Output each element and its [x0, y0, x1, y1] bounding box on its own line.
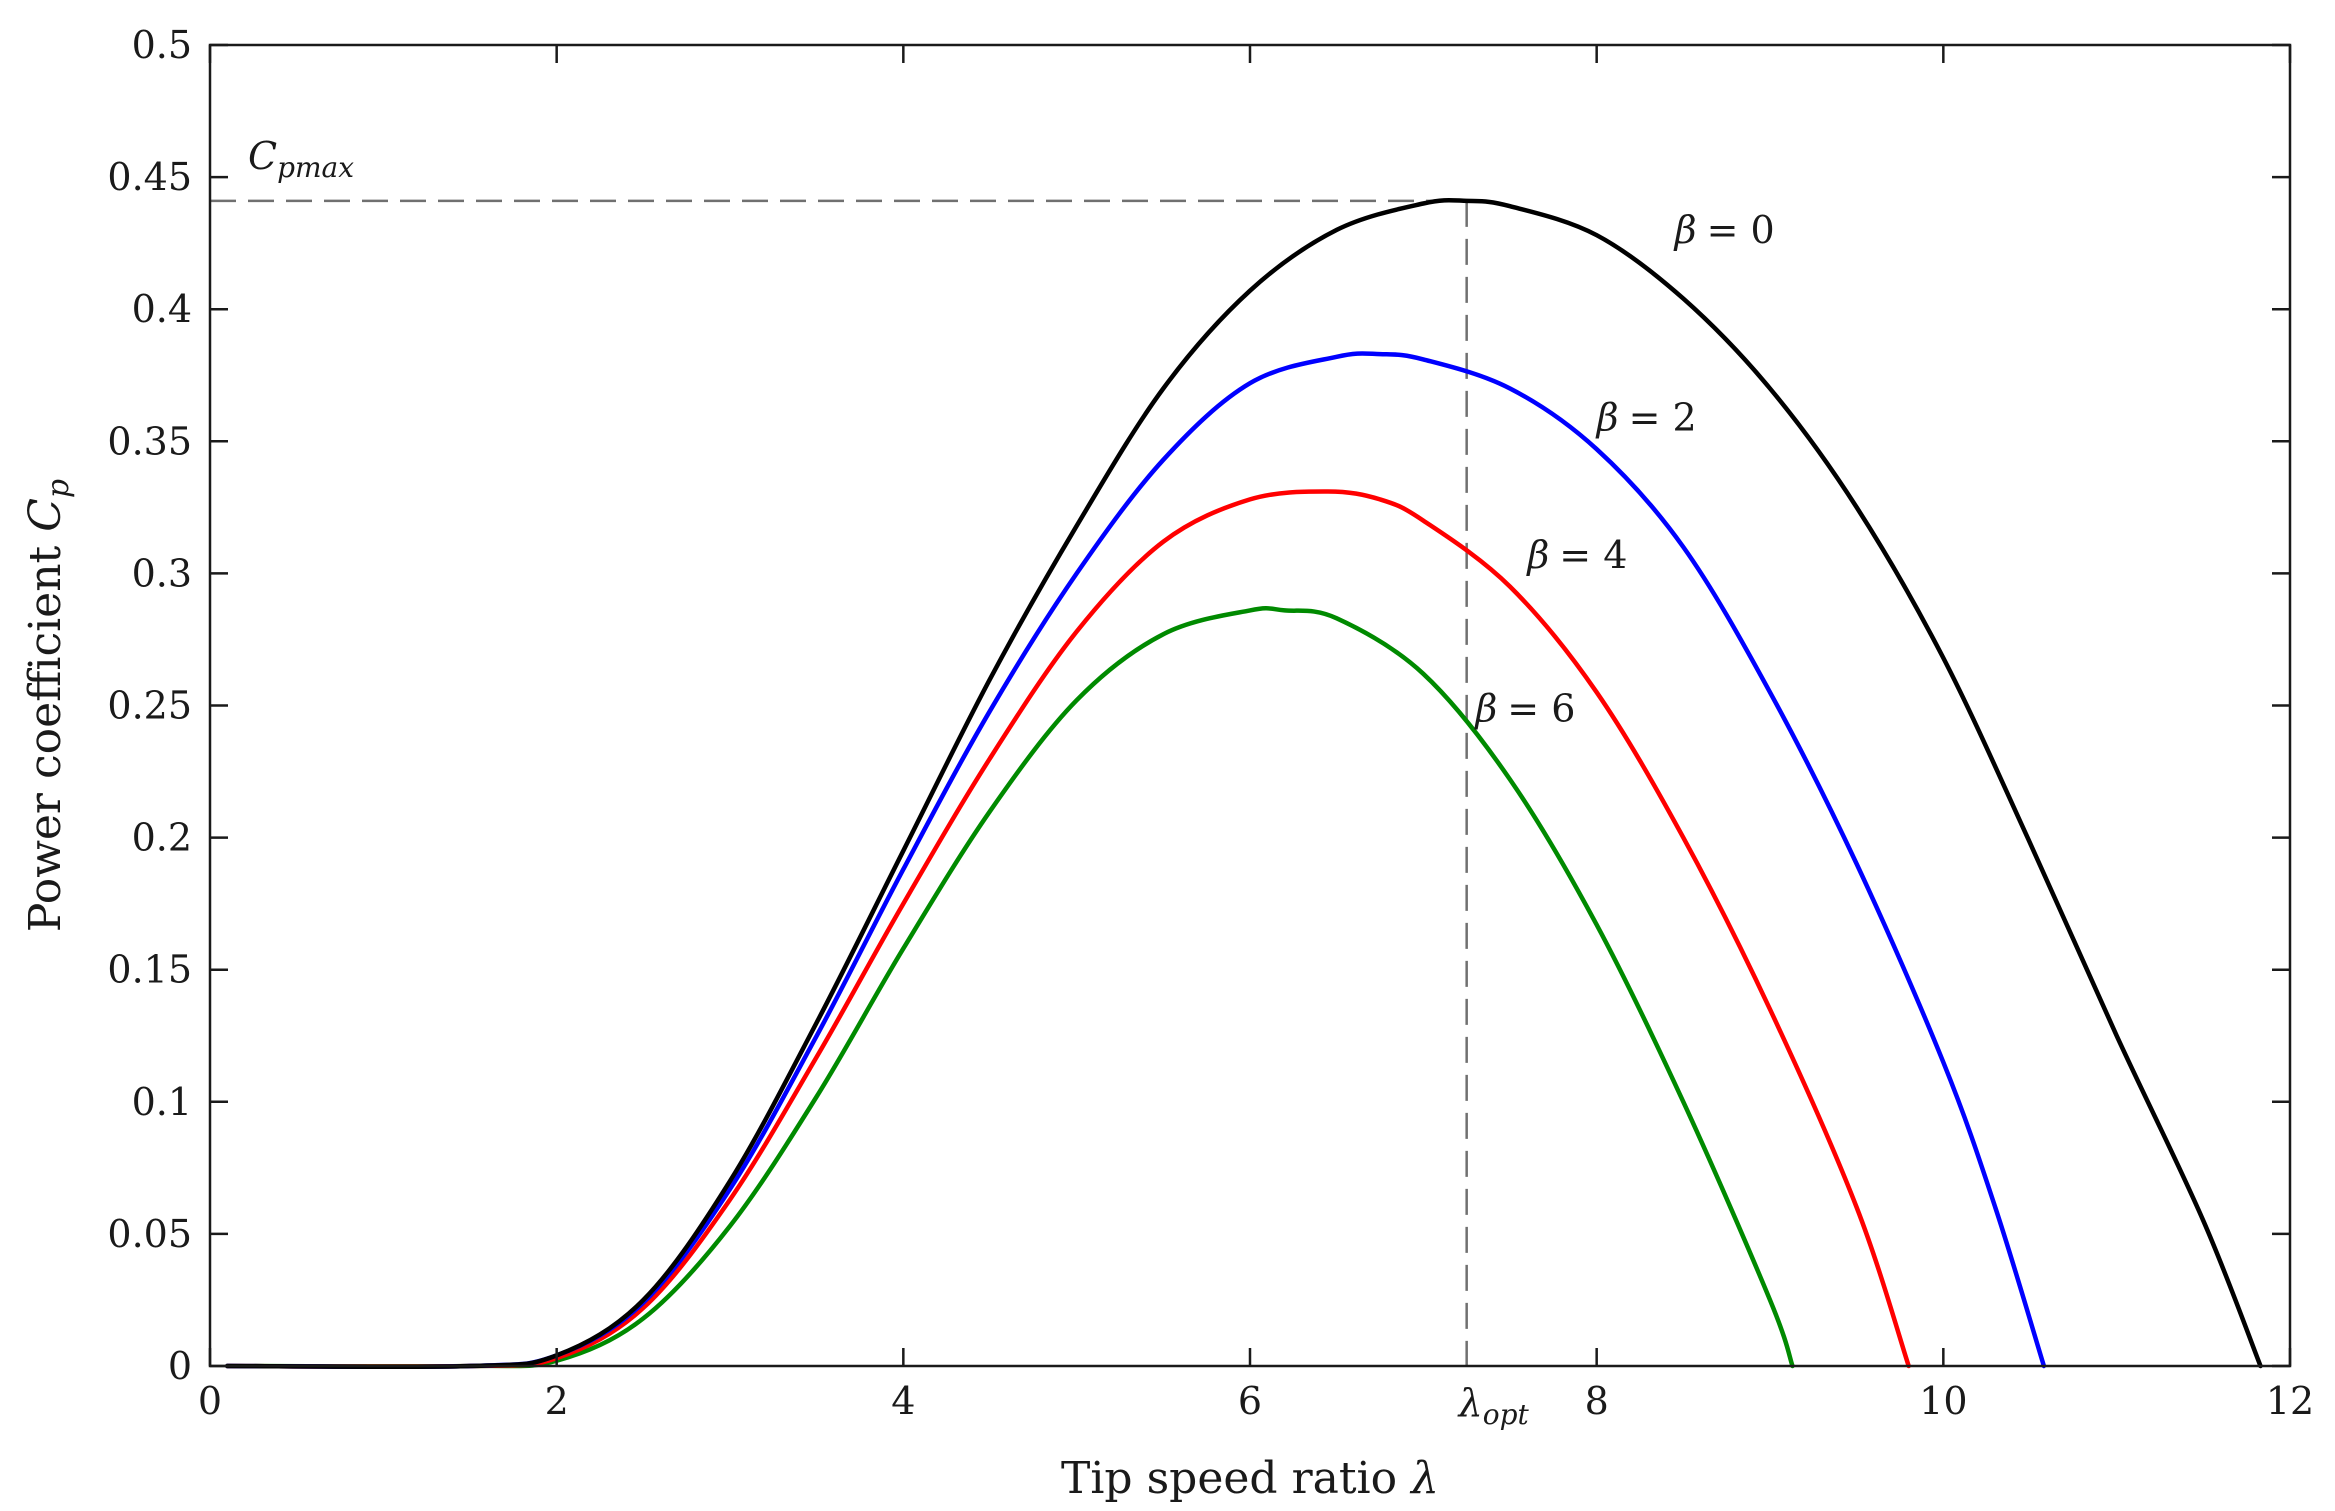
series-label-beta-0-symbol: β: [1673, 208, 1697, 252]
y-tick-label: 0.4: [132, 287, 192, 331]
y-axis-title: Power coefficient Cp: [20, 479, 76, 932]
y-axis-title-subscript: p: [41, 479, 76, 498]
series-label-beta-6: β = 6: [1473, 686, 1575, 730]
x-axis-title-symbol: λ: [1409, 1453, 1439, 1504]
series-label-beta-2: β = 2: [1595, 396, 1697, 440]
y-axis-title-symbol: C: [20, 498, 71, 532]
tick-marks: [208, 43, 2292, 1368]
y-tick-label: 0: [168, 1344, 192, 1388]
x-axis-title-text: Tip speed ratio: [1061, 1453, 1397, 1504]
lambda-opt-subscript: opt: [1483, 1398, 1530, 1431]
plot-area: [210, 45, 2290, 1366]
x-tick-label: 12: [2266, 1379, 2314, 1423]
x-tick-label: 8: [1585, 1379, 1609, 1423]
series-line-beta-4: [225, 489, 1911, 1369]
y-tick-label: 0.25: [107, 684, 192, 728]
x-tick-label: 10: [1919, 1379, 1967, 1423]
x-tick-label: 6: [1238, 1379, 1262, 1423]
y-tick-label: 0.5: [132, 23, 192, 67]
x-tick-label: 2: [545, 1379, 569, 1423]
series-line-beta-2: [225, 351, 2047, 1370]
series-label-beta-0: β = 0: [1673, 208, 1775, 252]
y-tick-label: 0.45: [107, 155, 192, 199]
series-label-beta-0-value: = 0: [1707, 208, 1775, 252]
cpmax-symbol: C: [248, 134, 277, 178]
series-lines: [225, 197, 2263, 1370]
y-tick-label: 0.3: [132, 551, 192, 595]
reference-lines: [210, 199, 1468, 1366]
y-tick-label: 0.35: [107, 419, 192, 463]
y-tick-label: 0.05: [107, 1212, 192, 1256]
series-label-beta-6-value: = 6: [1507, 686, 1575, 730]
x-tick-label: 4: [891, 1379, 915, 1423]
cpmax-subscript: pmax: [277, 151, 354, 184]
series-label-beta-4-value: = 4: [1559, 533, 1627, 577]
series-label-beta-2-symbol: β: [1595, 396, 1619, 440]
lambda-opt-symbol: λ: [1457, 1381, 1483, 1425]
series-label-beta-4-symbol: β: [1525, 533, 1549, 577]
cpmax-annotation: Cpmax: [248, 134, 354, 184]
series-label-beta-2-value: = 2: [1629, 396, 1697, 440]
plot-background: [210, 45, 2290, 1366]
y-axis-title-text: Power coefficient: [20, 545, 71, 932]
series-label-beta-4: β = 4: [1525, 533, 1627, 577]
series-label-beta-6-symbol: β: [1473, 686, 1497, 730]
y-tick-label: 0.15: [107, 948, 192, 992]
x-tick-label: 0: [198, 1379, 222, 1423]
y-tick-label: 0.1: [132, 1080, 192, 1124]
x-axis-title: Tip speed ratio λ: [1061, 1453, 1439, 1504]
series-line-beta-0: [225, 197, 2263, 1370]
series-line-beta-6: [225, 606, 1795, 1369]
y-tick-label: 0.2: [132, 816, 192, 860]
lambda-opt-annotation: λopt: [1457, 1381, 1530, 1431]
tick-labels: 0 2 4 6 8 10 12 0 0.05 0.1 0.15 0.2 0.25 0.3 0.35 0.4 0.…: [107, 23, 2314, 1423]
